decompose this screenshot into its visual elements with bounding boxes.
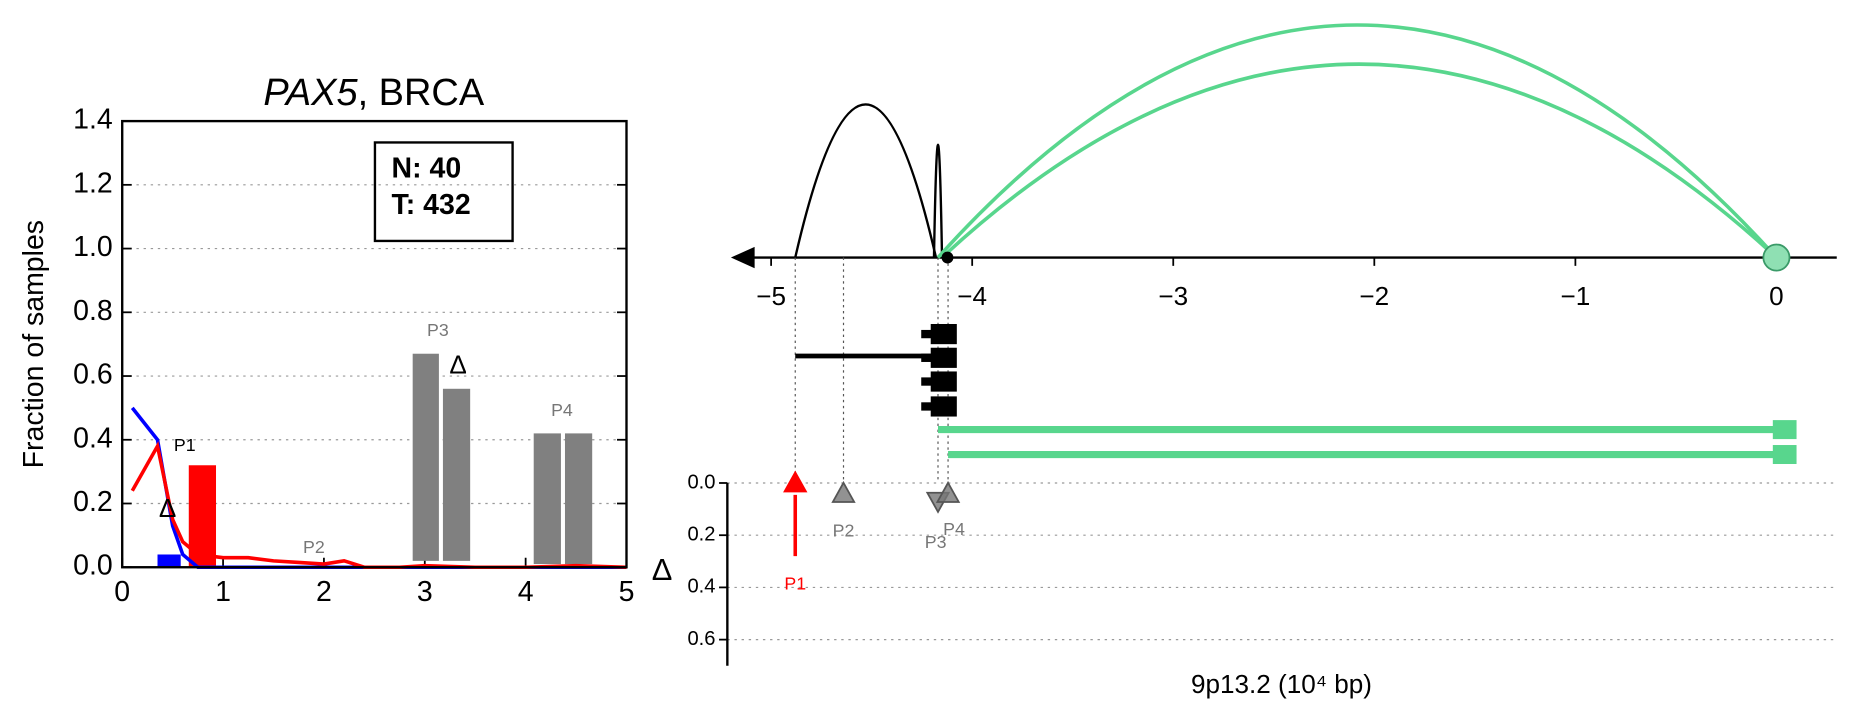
bar xyxy=(412,353,439,561)
y-tick-label: 1.2 xyxy=(73,167,113,199)
y-tick-label: 0.6 xyxy=(687,628,715,650)
legend-entry: N: 40 xyxy=(392,152,462,184)
bar xyxy=(564,433,593,565)
y-tick-label: 0.2 xyxy=(687,524,715,546)
bar xyxy=(442,388,471,561)
point-label: P2 xyxy=(833,520,855,540)
exon xyxy=(1772,445,1797,465)
plot-frame xyxy=(121,119,628,569)
exon xyxy=(921,377,934,386)
x-tick-label: −2 xyxy=(1359,281,1389,311)
bar-label: P2 xyxy=(303,537,325,557)
bar xyxy=(533,433,561,565)
bar-label: P1 xyxy=(174,435,196,455)
x-tick-label: −3 xyxy=(1158,281,1188,311)
exon xyxy=(921,329,934,339)
point-label: P4 xyxy=(943,519,965,539)
x-tick-label: 5 xyxy=(619,576,635,608)
delta-mark: Δ xyxy=(159,493,176,523)
anchor-point xyxy=(941,251,954,264)
point-label: P1 xyxy=(784,574,806,594)
point-label: P3 xyxy=(925,532,947,552)
link-arc xyxy=(794,103,938,258)
link-arc xyxy=(936,23,1778,259)
point-marker xyxy=(783,470,808,493)
exon xyxy=(1772,420,1797,440)
point-marker xyxy=(831,480,856,503)
x-tick-label: 2 xyxy=(316,576,332,608)
axis-arrow xyxy=(730,246,755,269)
x-tick-label: −1 xyxy=(1560,281,1590,311)
right-y-label: Δ xyxy=(652,552,673,587)
bar-label: P4 xyxy=(551,400,573,420)
x-tick-label: 4 xyxy=(518,576,534,608)
title-gene: PAX5 xyxy=(263,72,358,114)
anchor-point xyxy=(1762,243,1791,272)
delta-mark: Δ xyxy=(449,349,466,379)
y-tick-label: 0.4 xyxy=(73,422,113,454)
legend-box xyxy=(373,141,514,243)
point-marker xyxy=(935,480,961,503)
y-tick-label: 0.8 xyxy=(73,295,113,327)
link-arc xyxy=(932,143,944,258)
bar-label: P3 xyxy=(427,320,449,340)
exon xyxy=(921,402,934,411)
y-tick-label: 0.0 xyxy=(687,471,715,493)
y-tick-label: 0.4 xyxy=(687,576,715,598)
x-tick-label: 0 xyxy=(114,576,130,608)
y-tick-label: 0.6 xyxy=(73,359,113,391)
x-tick-label: −4 xyxy=(957,281,987,311)
y-tick-label: 1.0 xyxy=(73,231,113,263)
y-tick-label: 0.2 xyxy=(73,486,113,518)
exon xyxy=(930,371,957,392)
bar xyxy=(157,554,181,568)
x-tick-label: 3 xyxy=(417,576,433,608)
left-title: PAX5, BRCA xyxy=(263,72,484,114)
exon xyxy=(921,353,934,362)
y-tick-label: 0.0 xyxy=(73,550,113,582)
exon xyxy=(930,347,957,368)
x-tick-label: 1 xyxy=(215,576,231,608)
left-y-label: Fraction of samples xyxy=(18,220,50,468)
x-tick-label: 0 xyxy=(1769,281,1784,311)
right-x-label: 9p13.2 (10⁴ bp) xyxy=(1191,669,1372,699)
link-arc xyxy=(940,62,1778,259)
legend-entry: T: 432 xyxy=(392,189,471,221)
x-tick-label: −5 xyxy=(756,281,786,311)
exon xyxy=(930,396,957,417)
y-tick-label: 1.4 xyxy=(73,104,113,136)
title-cancer: , BRCA xyxy=(358,72,485,114)
exon xyxy=(930,323,957,345)
